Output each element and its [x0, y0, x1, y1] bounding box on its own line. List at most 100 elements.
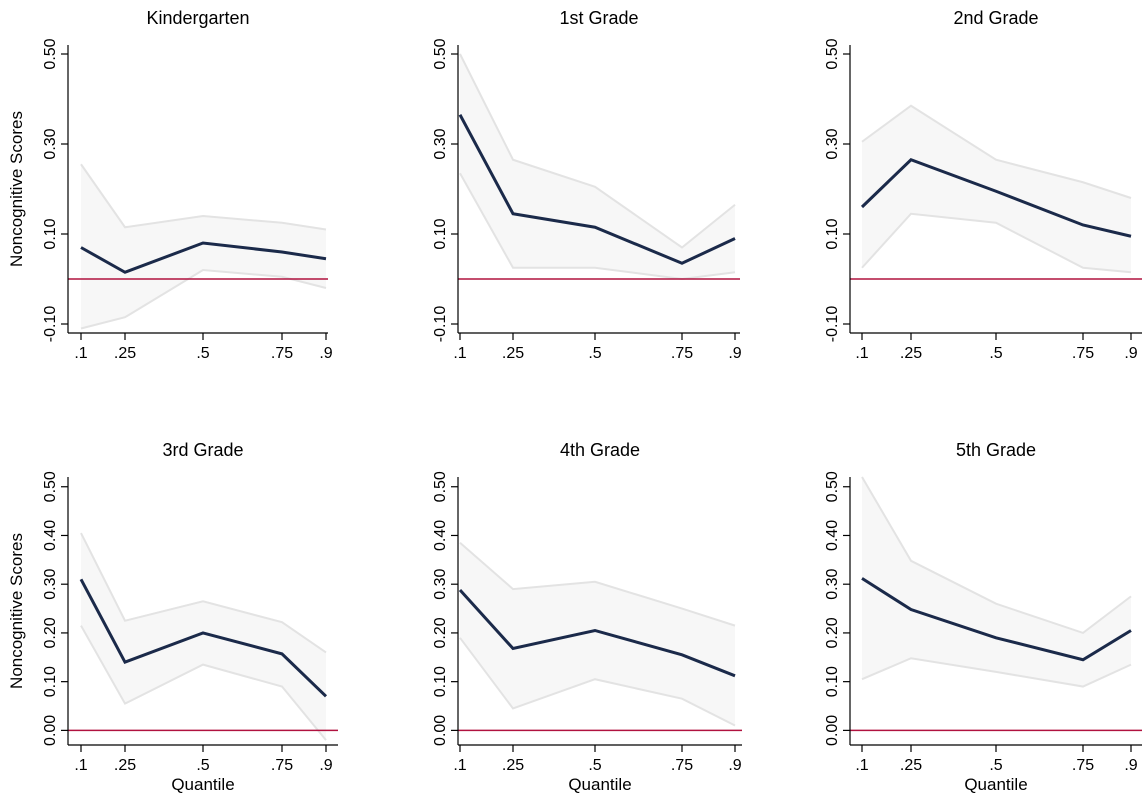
x-tick-label: .9	[1124, 757, 1137, 774]
panel-title: 5th Grade	[956, 440, 1036, 460]
x-tick-label: .5	[588, 757, 601, 774]
x-tick-label: .5	[588, 345, 601, 362]
x-tick-label: .1	[74, 345, 87, 362]
y-tick-label: 0.50	[824, 471, 841, 502]
y-tick-label: 0.50	[42, 471, 59, 502]
y-tick-label: 0.40	[824, 520, 841, 551]
panel-title: 3rd Grade	[162, 440, 243, 460]
ci-lower-line	[80, 268, 327, 330]
panel-3: 0.00 0.10 0.20 0.30 0.40 0.50 .1 .25 .5 .75 .9 3rd …	[7, 440, 338, 794]
y-tick-label: 0.10	[824, 218, 841, 249]
x-tick-label: .9	[319, 757, 332, 774]
y-tick-label: -0.10	[42, 306, 59, 343]
panel-2: -0.10 0.10 0.30 0.50 .1 .25 .5 .75 .9 2nd Grade	[824, 8, 1142, 362]
ci-lower-line	[459, 172, 736, 281]
ci-upper-line	[861, 476, 1132, 635]
panel-title: 4th Grade	[560, 440, 640, 460]
estimate-line	[458, 114, 736, 265]
y-tick-label: 0.30	[824, 569, 841, 600]
y-tick-label: 0.30	[432, 128, 449, 159]
y-tick-label: 0.10	[42, 218, 59, 249]
x-axis-label: Quantile	[964, 775, 1027, 794]
ci-band	[862, 105, 1131, 273]
y-tick-label: 0.30	[824, 128, 841, 159]
ci-band	[862, 477, 1131, 687]
panel-1: -0.10 0.10 0.30 0.50 .1 .25 .5 .75 .9 1st Grade	[432, 8, 742, 362]
x-tick-label: .9	[728, 345, 741, 362]
x-tick-label: .5	[989, 345, 1002, 362]
ci-upper-line	[459, 53, 736, 249]
y-tick-label: 0.30	[42, 128, 59, 159]
ci-upper-line	[80, 532, 327, 654]
y-tick-label: 0.20	[824, 617, 841, 648]
x-tick-label: .25	[900, 757, 922, 774]
y-tick-label: -0.10	[824, 306, 841, 343]
x-tick-label: .25	[502, 757, 524, 774]
x-tick-label: .25	[900, 345, 922, 362]
y-tick-label: 0.40	[42, 520, 59, 551]
y-tick-label: 0.30	[42, 569, 59, 600]
estimate-line	[860, 158, 1132, 238]
estimate-line	[861, 577, 1132, 662]
x-axis-label: Quantile	[171, 775, 234, 794]
y-tick-label: 0.00	[824, 715, 841, 746]
ci-upper-line	[80, 163, 327, 231]
estimate-line	[79, 578, 328, 698]
x-tick-label: .25	[502, 345, 524, 362]
panel-title: 1st Grade	[559, 8, 638, 28]
ci-band	[81, 533, 326, 741]
y-tick-label: 0.10	[42, 666, 59, 697]
panel-5: 0.00 0.10 0.20 0.30 0.40 0.50 .1 .25 .5 .75 .9 5th …	[824, 440, 1142, 794]
ci-lower-line	[861, 657, 1132, 688]
y-tick-label: 0.00	[42, 715, 59, 746]
y-axis-label: Noncognitive Scores	[7, 111, 26, 267]
y-tick-label: 0.20	[42, 617, 59, 648]
y-tick-label: 0.10	[824, 666, 841, 697]
y-tick-label: 0.50	[824, 38, 841, 69]
x-tick-label: .75	[1072, 345, 1094, 362]
ci-lower-line	[459, 637, 736, 727]
y-tick-label: 0.10	[432, 666, 449, 697]
ci-upper-line	[459, 542, 736, 627]
ci-lower-line	[80, 625, 327, 741]
ci-upper-line	[861, 104, 1132, 199]
x-tick-label: .1	[453, 757, 466, 774]
x-tick-label: .75	[271, 345, 293, 362]
panel-4: 0.00 0.10 0.20 0.30 0.40 0.50 .1 .25 .5 .75 .9 4th …	[432, 440, 742, 794]
x-tick-label: .75	[1072, 757, 1094, 774]
ci-band	[460, 54, 735, 279]
x-tick-label: .1	[74, 757, 87, 774]
x-tick-label: .1	[453, 345, 466, 362]
x-tick-label: .9	[728, 757, 741, 774]
panel-title: 2nd Grade	[953, 8, 1038, 28]
x-tick-label: .5	[196, 757, 209, 774]
ci-band	[81, 164, 326, 329]
y-tick-label: 0.00	[432, 715, 449, 746]
y-tick-label: 0.50	[42, 38, 59, 69]
x-tick-label: .1	[855, 757, 868, 774]
x-tick-label: .75	[271, 757, 293, 774]
y-tick-label: 0.30	[432, 569, 449, 600]
x-tick-label: .5	[196, 345, 209, 362]
x-tick-label: .75	[671, 345, 693, 362]
x-tick-label: .9	[319, 345, 332, 362]
y-tick-label: 0.10	[432, 218, 449, 249]
ci-lower-line	[861, 212, 1132, 274]
estimate-line	[80, 241, 327, 274]
y-tick-label: 0.40	[432, 520, 449, 551]
x-tick-label: .25	[114, 757, 136, 774]
panel-title: Kindergarten	[146, 8, 249, 28]
y-tick-label: -0.10	[432, 306, 449, 343]
x-tick-label: .75	[671, 757, 693, 774]
y-tick-label: 0.50	[432, 471, 449, 502]
estimate-line	[458, 589, 736, 678]
y-tick-label: 0.50	[432, 38, 449, 69]
y-axis-label: Noncognitive Scores	[7, 533, 26, 689]
panel-0: -0.10 0.10 0.30 0.50 .1 .25 .5 .75 .9 Kindergarte…	[7, 8, 333, 362]
x-tick-label: .9	[1124, 345, 1137, 362]
x-axis-label: Quantile	[568, 775, 631, 794]
y-tick-label: 0.20	[432, 617, 449, 648]
x-tick-label: .1	[855, 345, 868, 362]
x-tick-label: .5	[989, 757, 1002, 774]
